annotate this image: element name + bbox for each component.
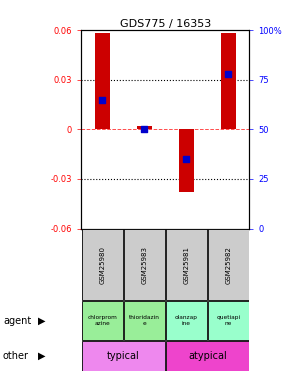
Bar [221,33,236,129]
FancyBboxPatch shape [166,230,207,300]
FancyBboxPatch shape [166,301,207,340]
FancyBboxPatch shape [81,301,123,340]
Text: ▶: ▶ [38,316,45,326]
FancyBboxPatch shape [81,230,123,300]
Text: olanzap
ine: olanzap ine [175,315,198,326]
Bar [179,129,194,192]
FancyBboxPatch shape [166,341,249,371]
FancyBboxPatch shape [124,230,165,300]
Text: GSM25982: GSM25982 [225,246,231,284]
Text: thioridazin
e: thioridazin e [129,315,160,326]
FancyBboxPatch shape [124,301,165,340]
Bar [95,33,110,129]
Text: ▶: ▶ [38,351,45,361]
Text: typical: typical [107,351,139,361]
Text: GSM25980: GSM25980 [99,246,105,284]
Point [100,96,104,102]
FancyBboxPatch shape [208,301,249,340]
Point [226,71,231,77]
Text: atypical: atypical [188,351,227,361]
Title: GDS775 / 16353: GDS775 / 16353 [120,19,211,29]
Text: GSM25981: GSM25981 [183,246,189,284]
Text: chlorprom
azine: chlorprom azine [87,315,117,326]
Text: quetiapi
ne: quetiapi ne [216,315,240,326]
Text: GSM25983: GSM25983 [141,246,147,284]
Bar [137,126,152,129]
FancyBboxPatch shape [208,230,249,300]
Point [142,126,146,132]
FancyBboxPatch shape [81,341,165,371]
Text: other: other [3,351,29,361]
Point [184,156,189,162]
Text: agent: agent [3,316,31,326]
